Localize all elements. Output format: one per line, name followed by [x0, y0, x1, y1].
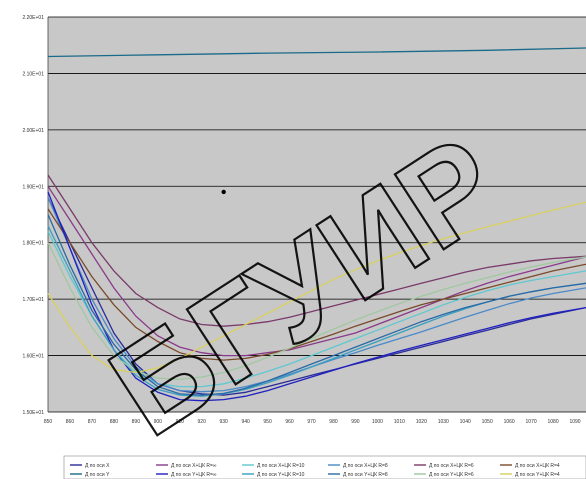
- legend-item-label: Д по оси Y+ЦК R=10: [257, 472, 305, 478]
- series-line-6: [47, 174, 586, 327]
- series-line-11: [47, 242, 586, 380]
- series-line-1: [47, 197, 586, 396]
- series-line-3: [47, 185, 586, 357]
- y-tick-label: 1.50E+01: [22, 410, 44, 416]
- x-tick-label: 900: [154, 419, 163, 425]
- y-tick-label: 1.70E+01: [22, 297, 44, 303]
- x-tick-label: 1010: [394, 419, 405, 425]
- gridlines: [47, 16, 586, 413]
- x-tick-label: 960: [285, 419, 294, 425]
- series-line-2: [47, 47, 586, 58]
- x-tick-label: 990: [351, 419, 360, 425]
- x-tick-label: 1070: [526, 419, 537, 425]
- x-tick-label: 920: [198, 419, 207, 425]
- series-line-12: [47, 201, 586, 374]
- legend-item-label: Д по оси X+ЦК R=∞: [171, 463, 217, 469]
- x-tick-label: 1050: [482, 419, 493, 425]
- x-tick-label: 850: [44, 419, 53, 425]
- x-tick-label: 970: [307, 419, 316, 425]
- series-lines: [47, 47, 586, 402]
- legend-item-label: Д по оси X+ЦК R=8: [343, 463, 388, 469]
- y-tick-label: 1.90E+01: [22, 184, 44, 190]
- legend-item-label: Д по оси X+ЦК R=10: [257, 463, 305, 469]
- legend-item-label: Д по оси Y+ЦК R=6: [429, 472, 474, 478]
- x-tick-label: 980: [329, 419, 338, 425]
- legend-item-label: Д по оси Y+ЦК R=4: [515, 472, 560, 478]
- series-line-10: [47, 214, 586, 396]
- x-tick-label: 1090: [569, 419, 580, 425]
- legend-box: [63, 455, 586, 479]
- x-tick-label: 930: [220, 419, 229, 425]
- y-tick-label: 2.20E+01: [22, 15, 44, 21]
- y-tick-label: 2.10E+01: [22, 71, 44, 77]
- legend-item-label: Д по оси Y+ЦК R=8: [343, 472, 388, 478]
- series-line-8: [47, 191, 586, 402]
- x-tick-label: 1000: [372, 419, 383, 425]
- legend-item-label: Д по оси Y+ЦК R=∞: [171, 472, 217, 478]
- x-tick-label: 860: [66, 419, 75, 425]
- x-tick-label: 870: [88, 419, 97, 425]
- y-axis-tick-labels: 1.50E+01 1.60E+01 1.70E+01 1.80E+01 1.90E+01…: [22, 15, 44, 416]
- x-tick-label: 1030: [438, 419, 449, 425]
- x-tick-label: 940: [241, 419, 250, 425]
- y-tick-label: 2.00E+01: [22, 128, 44, 134]
- y-tick-label: 1.80E+01: [22, 241, 44, 247]
- x-tick-label: 910: [176, 419, 185, 425]
- legend-item-label: Д по оси X+ЦК R=6: [429, 463, 474, 469]
- legend-item-label: Д по оси X: [85, 463, 110, 469]
- series-line-7: [47, 208, 586, 361]
- x-tick-label: 890: [132, 419, 141, 425]
- plot-area: [48, 17, 586, 412]
- x-tick-label: 880: [110, 419, 119, 425]
- x-tick-label: 1020: [416, 419, 427, 425]
- x-tick-label: 950: [263, 419, 272, 425]
- y-tick-label: 1.60E+01: [22, 354, 44, 360]
- x-tick-label: 1060: [504, 419, 515, 425]
- legend: Д по оси X Д по оси X+ЦК R=∞ Д по оси X+ЦК…: [63, 455, 586, 479]
- x-axis-tick-labels: 850 860 870 880 890 900 910 920 930 940 950 960 970 9…: [44, 419, 581, 425]
- data-point-marker: [221, 189, 226, 195]
- legend-item-label: Д по оси Y: [85, 472, 110, 478]
- x-tick-label: 1080: [547, 419, 558, 425]
- point-markers: [221, 189, 226, 195]
- legend-item-label: Д по оси X+ЦК R=4: [515, 463, 560, 469]
- x-tick-label: 1040: [460, 419, 471, 425]
